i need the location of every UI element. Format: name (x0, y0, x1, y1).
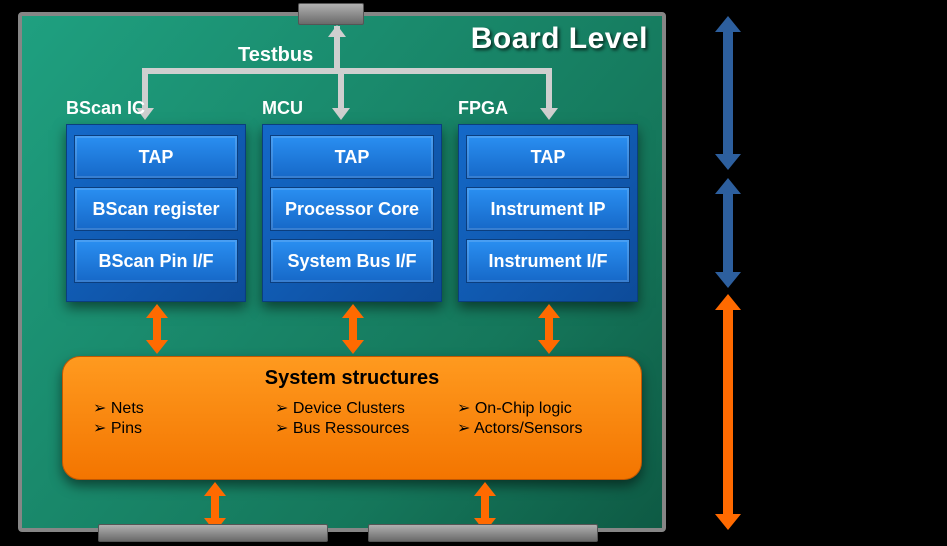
chip-mcu-row-2: System Bus I/F (270, 239, 434, 283)
testbus-label: Testbus (238, 44, 313, 67)
arrow-chip-sys-0 (150, 306, 164, 352)
side-arrow-blue-top (720, 18, 736, 168)
sys-item: On-Chip logic (457, 398, 621, 418)
chip-fpga: TAP Instrument IP Instrument I/F (458, 124, 638, 302)
testbus-drop-3 (546, 68, 552, 112)
testbus-horz (142, 68, 552, 74)
sys-item: Device Clusters (275, 398, 439, 418)
board-title: Board Level (471, 22, 648, 56)
segment-label-0: BScan IC (66, 98, 145, 119)
arrow-chip-sys-1 (346, 306, 360, 352)
sys-item: Actors/Sensors (457, 418, 621, 438)
segment-label-2: FPGA (458, 98, 508, 119)
chip-fpga-row-0: TAP (466, 135, 630, 179)
side-arrow-orange (720, 296, 736, 528)
sys-item: Nets (93, 398, 257, 418)
system-title: System structures (63, 357, 641, 390)
chip-mcu-row-0: TAP (270, 135, 434, 179)
chip-bscan: TAP BScan register BScan Pin I/F (66, 124, 246, 302)
chip-fpga-row-1: Instrument IP (466, 187, 630, 231)
arrow-chip-sys-2 (542, 306, 556, 352)
system-columns: Nets Pins Device Clusters Bus Ressources… (63, 390, 641, 438)
chip-bscan-row-0: TAP (74, 135, 238, 179)
chip-fpga-row-2: Instrument I/F (466, 239, 630, 283)
top-connector (298, 3, 364, 25)
sys-item: Pins (93, 418, 257, 438)
chip-bscan-row-1: BScan register (74, 187, 238, 231)
testbus-drop-2 (338, 68, 344, 112)
chip-mcu-row-1: Processor Core (270, 187, 434, 231)
chip-bscan-row-2: BScan Pin I/F (74, 239, 238, 283)
board: Board Level Testbus BScan IC MCU FPGA TA… (18, 12, 666, 532)
bottom-connector-1 (368, 524, 598, 542)
chip-mcu: TAP Processor Core System Bus I/F (262, 124, 442, 302)
sys-col-2: On-Chip logic Actors/Sensors (457, 398, 621, 438)
segment-label-1: MCU (262, 98, 303, 119)
sys-col-0: Nets Pins (93, 398, 257, 438)
sys-item: Bus Ressources (275, 418, 439, 438)
sys-col-1: Device Clusters Bus Ressources (275, 398, 439, 438)
side-arrow-blue-mid (720, 180, 736, 286)
system-structures: System structures Nets Pins Device Clust… (62, 356, 642, 480)
bottom-connector-0 (98, 524, 328, 542)
